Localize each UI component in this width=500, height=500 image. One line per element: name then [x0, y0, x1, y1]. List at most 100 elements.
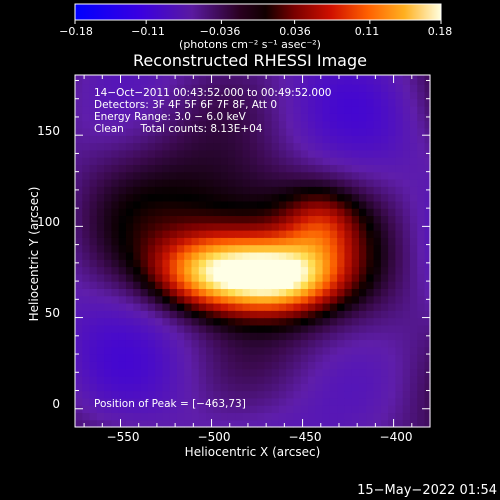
heatmap-cell [278, 75, 287, 78]
heatmap-cell [322, 405, 331, 414]
heatmap-cell [235, 164, 244, 173]
heatmap-cell [337, 324, 346, 333]
heatmap-cell [125, 244, 134, 253]
heatmap-cell [118, 75, 127, 78]
heatmap-cell [82, 149, 91, 158]
heatmap-cell [191, 120, 200, 129]
heatmap-cell [395, 390, 404, 399]
heatmap-cell [278, 149, 287, 158]
heatmap-cell [388, 149, 397, 158]
heatmap-cell [242, 171, 251, 180]
heatmap-cell [140, 208, 149, 217]
heatmap-cell [264, 193, 273, 202]
heatmap-cell [82, 237, 91, 246]
heatmap-cell [293, 237, 302, 246]
heatmap-cell [359, 295, 367, 304]
heatmap-cell [278, 120, 287, 129]
heatmap-cell [104, 361, 113, 370]
heatmap-cell [286, 171, 295, 180]
heatmap-cell [373, 230, 382, 238]
heatmap-cell [155, 295, 163, 304]
heatmap-cell [89, 368, 98, 377]
heatmap-cell [402, 361, 411, 370]
heatmap-cell [242, 310, 251, 319]
heatmap-cell [300, 368, 309, 377]
heatmap-cell [118, 135, 127, 144]
heatmap-cell [213, 390, 222, 399]
heatmap-cell [162, 84, 171, 93]
heatmap-cell [329, 390, 338, 399]
heatmap-cell [235, 171, 244, 180]
heatmap-cell [300, 98, 309, 107]
heatmap-cell [308, 149, 316, 158]
heatmap-cell [264, 215, 273, 224]
heatmap-cell [198, 390, 207, 399]
heatmap-cell [75, 106, 83, 114]
heatmap-cell [315, 302, 324, 311]
heatmap-cell [380, 383, 389, 392]
heatmap-cell [191, 397, 200, 406]
heatmap-cell [82, 171, 91, 180]
heatmap-cell [140, 259, 149, 268]
heatmap-cell [206, 76, 214, 85]
heatmap-cell [359, 310, 367, 319]
heatmap-cell [213, 288, 222, 297]
heatmap-cell [206, 375, 214, 384]
heatmap-cell [104, 332, 113, 341]
heatmap-cell [286, 142, 295, 151]
heatmap-cell [169, 113, 178, 122]
heatmap-cell [220, 91, 229, 100]
heatmap-cell [198, 171, 207, 180]
heatmap-cell [242, 383, 251, 392]
heatmap-cell [220, 412, 229, 421]
heatmap-cell [373, 339, 382, 348]
heatmap-cell [337, 164, 346, 173]
heatmap-cell [359, 230, 367, 238]
heatmap-cell [329, 91, 338, 100]
heatmap-cell [242, 222, 251, 231]
heatmap-cell [220, 281, 229, 289]
heatmap-cell [359, 84, 367, 93]
heatmap-cell [191, 186, 200, 195]
heatmap-cell [198, 230, 207, 238]
heatmap-cell [271, 164, 280, 173]
heatmap-cell [380, 295, 389, 304]
heatmap-cell [191, 222, 200, 231]
heatmap-cell [191, 361, 200, 370]
heatmap-cell [249, 281, 258, 289]
heatmap-cell [227, 412, 236, 421]
heatmap-cell [133, 208, 142, 217]
heatmap-cell [315, 200, 324, 209]
heatmap-cell [89, 332, 98, 341]
heatmap-cell [388, 361, 397, 370]
heatmap-cell [155, 135, 163, 144]
heatmap-cell [227, 98, 236, 107]
heatmap-cell [351, 98, 360, 107]
annotation-time-range: 14−Oct−2011 00:43:52.000 to 00:49:52.000 [94, 87, 332, 99]
heatmap-cell [133, 178, 142, 187]
heatmap-cell [293, 222, 302, 231]
heatmap-cell [191, 230, 200, 238]
heatmap-cell [89, 251, 98, 260]
heatmap-cell [308, 273, 316, 282]
heatmap-cell [155, 368, 163, 377]
heatmap-cell [133, 91, 142, 100]
heatmap-cell [111, 266, 120, 275]
heatmap-cell [184, 113, 193, 122]
heatmap-cell [293, 244, 302, 253]
heatmap-cell [293, 142, 302, 151]
heatmap-cell [82, 193, 91, 202]
heatmap-cell [417, 127, 426, 136]
heatmap-cell [140, 200, 149, 209]
heatmap-cell [337, 273, 346, 282]
heatmap-cell [395, 208, 404, 217]
heatmap-cell [308, 383, 316, 392]
heatmap-cell [402, 397, 411, 406]
heatmap-cell [278, 222, 287, 231]
heatmap-cell [118, 84, 127, 93]
heatmap-cell [176, 368, 185, 377]
heatmap-cell [220, 288, 229, 297]
heatmap-cell [96, 412, 105, 421]
heatmap-cell [118, 120, 127, 129]
heatmap-cell [227, 237, 236, 246]
